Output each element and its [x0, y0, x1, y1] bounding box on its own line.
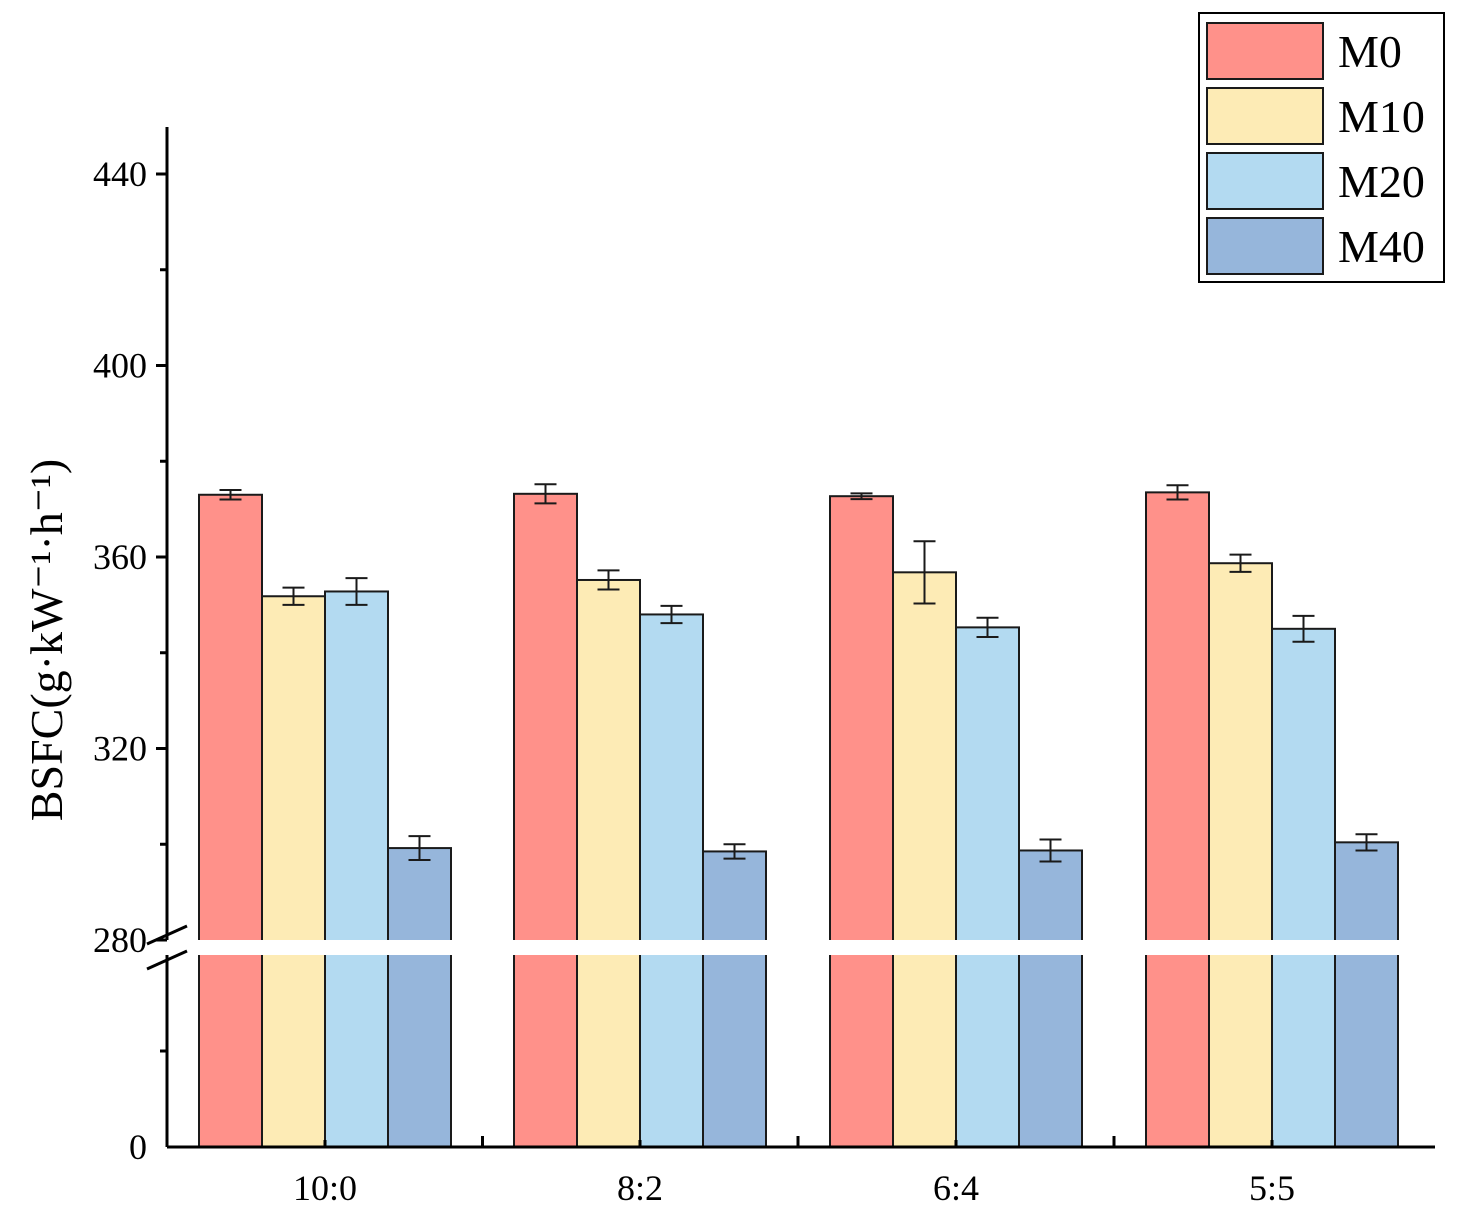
bars-layer — [198, 491, 1399, 1149]
legend-swatch-m10 — [1206, 87, 1324, 145]
y-tick-label-320: 320 — [93, 729, 147, 769]
bar-m20-2 — [955, 626, 1020, 1148]
y-tick-label-440: 440 — [93, 154, 147, 194]
bar-m0-1 — [513, 492, 578, 1148]
x-tick-label-0: 10:0 — [293, 1168, 357, 1208]
x-tick-label-1: 8:2 — [617, 1168, 663, 1208]
error-bar-m20-2 — [976, 616, 999, 638]
error-bar-m40-0 — [408, 835, 431, 862]
error-bar-m10-2 — [913, 540, 936, 605]
axes-layer: 280 320 360 400 440 0 10:0 8:2 6:4 5:5 — [93, 127, 1455, 1208]
legend-swatch-m0 — [1206, 22, 1324, 80]
bar-m20-3 — [1271, 627, 1336, 1148]
legend-swatch-m20 — [1206, 152, 1324, 210]
bar-m20-1 — [639, 613, 704, 1148]
error-bar-m20-0 — [345, 577, 368, 606]
error-bar-m0-2 — [850, 492, 873, 501]
error-bar-m10-0 — [282, 586, 305, 606]
error-bar-m10-1 — [597, 569, 620, 591]
y-axis-title: BSFC(g·kW⁻¹·h⁻¹) — [21, 459, 72, 821]
error-bar-m40-1 — [723, 843, 746, 860]
bar-m40-1 — [702, 850, 767, 1149]
error-bar-m40-2 — [1039, 838, 1062, 863]
axis-break-mark-top — [146, 924, 188, 946]
legend-label-m40: M40 — [1338, 221, 1425, 272]
bar-m10-1 — [576, 578, 641, 1148]
error-bar-m0-3 — [1166, 484, 1189, 501]
error-bar-m40-3 — [1355, 833, 1378, 852]
error-bar-m0-0 — [219, 488, 242, 501]
bar-m0-0 — [198, 493, 263, 1148]
y-tick-label-360: 360 — [93, 537, 147, 577]
legend-label-m20: M20 — [1338, 156, 1425, 207]
bar-m0-3 — [1145, 491, 1210, 1148]
bar-m20-0 — [324, 590, 389, 1148]
y-tick-label-280: 280 — [93, 920, 147, 960]
x-tick-label-2: 6:4 — [933, 1168, 979, 1208]
error-bar-m20-1 — [660, 604, 683, 625]
y-tick-label-0: 0 — [129, 1127, 147, 1167]
bar-m10-3 — [1208, 562, 1273, 1148]
error-bars-layer — [219, 483, 1378, 863]
bar-m0-2 — [829, 495, 894, 1149]
x-tick-label-3: 5:5 — [1249, 1168, 1295, 1208]
axis-break-gap — [147, 940, 1455, 955]
bar-m40-0 — [387, 847, 452, 1149]
legend: M0 M10 M20 M40 — [1198, 12, 1445, 283]
axis-break-mark-bottom — [146, 949, 188, 971]
legend-label-m10: M10 — [1338, 91, 1425, 142]
bar-m40-2 — [1018, 849, 1083, 1148]
error-bar-m10-3 — [1229, 553, 1252, 573]
bar-m10-0 — [261, 595, 326, 1148]
legend-label-m0: M0 — [1338, 26, 1402, 77]
bar-m40-3 — [1334, 841, 1399, 1149]
legend-swatch-m40 — [1206, 217, 1324, 275]
y-tick-label-400: 400 — [93, 346, 147, 386]
bar-m10-2 — [892, 571, 957, 1148]
error-bar-m0-1 — [534, 483, 557, 505]
error-bar-m20-3 — [1292, 614, 1315, 643]
